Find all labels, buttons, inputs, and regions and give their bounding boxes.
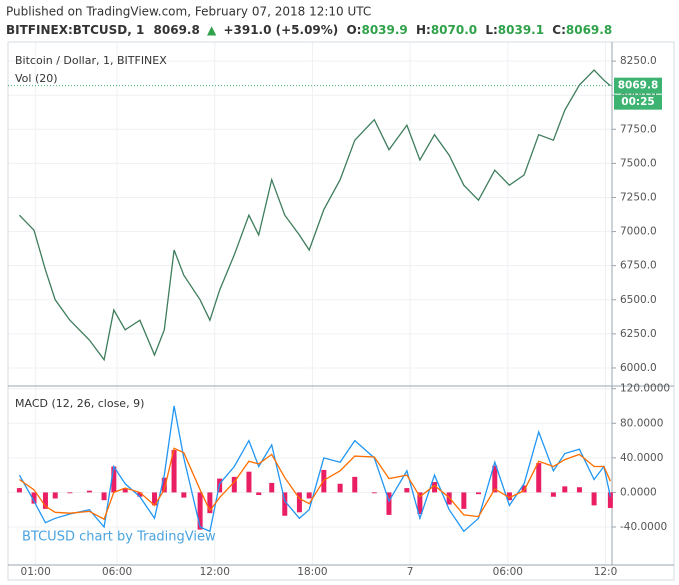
histogram-bar [506,492,512,501]
high-label: H: [416,23,431,37]
y-tick-label: 6000.0 [620,362,657,374]
plot: 01:00 06:00 12:00 18:00 7 06:00 12:0 6000.0 6250… [8,55,670,578]
histogram-bar [269,482,275,493]
countdown-box [614,94,662,110]
low-value: 8039.1 [498,23,544,37]
close-label: C: [552,23,566,37]
histogram-bar [42,492,48,509]
histogram-bar [417,492,423,515]
histogram-bar [111,466,117,493]
y-tick-label: 7500.0 [620,157,657,169]
histogram-bar [246,471,252,493]
y-tick-label: 6750.0 [620,260,657,272]
histogram-bar [352,476,358,493]
macd-title: MACD (12, 26, close, 9) [15,397,144,410]
y-tick-label: 0.0000 [620,486,657,498]
histogram-bar [371,492,377,494]
histogram-bar [576,487,582,493]
histogram-bar [306,492,312,499]
open-label: O: [346,23,361,37]
pane-title: Bitcoin / Dollar, 1, BITFINEX [15,54,167,67]
x-tick-label: 7 [407,566,414,578]
price-line [18,69,611,362]
header: Published on TradingView.com, February 0… [6,5,612,37]
high-value: 8070.0 [431,23,477,37]
y-tick-label: 6250.0 [620,328,657,340]
y-tick-label: 6500.0 [620,294,657,306]
histogram-bar [521,485,527,493]
x-tick-label: 06:00 [102,566,132,578]
histogram-bar [536,463,542,493]
macd-line [18,405,612,533]
x-tick-label: 06:00 [493,566,523,578]
ticker-line: BITFINEX:BTCUSD, 1 8069.8 ▲ +391.0 (+5.0… [6,23,612,37]
open-value: 8039.9 [361,23,407,37]
histogram-bar [197,492,203,530]
histogram-bar [181,492,187,498]
last-price-box [614,77,662,94]
histogram-bar [337,483,343,493]
histogram-bar [231,476,237,493]
frame [7,41,675,581]
y-tick-label: 7250.0 [620,191,657,203]
histogram-bar [67,492,73,494]
histogram-bar [562,486,568,493]
change: +391.0 (+5.09%) [223,23,338,37]
y-tick-label: -40.0000 [620,521,667,533]
histogram-bar [282,492,288,516]
histogram-bar [432,482,438,493]
histogram-bar [492,465,498,493]
macd-line [19,447,611,521]
histogram-bar [404,488,410,493]
y-tick-label: 120.0000 [620,383,670,395]
low-label: L: [485,23,497,37]
x-tick-label: 18:00 [297,566,327,578]
histogram-bar [476,492,482,495]
y-tick-label: 40.0000 [620,452,663,464]
close-value: 8069.8 [566,23,612,37]
watermark: BTCUSD chart by TradingView [22,530,216,545]
histogram-bar [161,477,167,493]
y-tick-label: 7000.0 [620,226,657,238]
last-price-label: 8069.8 [618,80,659,92]
histogram-bar [591,492,597,506]
symbol: BITFINEX:BTCUSD, 1 [6,23,144,37]
histogram-bar [16,488,22,493]
histogram-bar [461,492,467,509]
histogram-bar [31,492,37,504]
histogram-bar [296,492,302,513]
last-price: 8069.8 [154,23,200,37]
histogram-bar [607,492,613,508]
grid [8,42,612,565]
countdown-label: 00:25 [621,96,654,108]
histogram-bar [207,492,213,514]
histogram-bar [86,490,92,493]
histogram-bar [101,492,107,501]
histogram-bar [171,450,177,493]
x-tick-label: 12:0 [594,566,618,578]
published-note: Published on TradingView.com, February 0… [6,5,371,19]
histogram-bar [550,492,556,497]
y-tick-label: 80.0000 [620,417,663,429]
histogram-bar [256,492,262,496]
histogram-bar [152,492,158,506]
y-tick-label: 8250.0 [620,55,657,67]
histogram-bar [122,488,128,493]
x-tick-label: 01:00 [21,566,51,578]
x-tick-label: 12:00 [200,566,230,578]
volume-title: Vol (20) [15,72,58,85]
histogram-bar [386,492,392,515]
y-tick-label: 7750.0 [620,123,657,135]
histogram-bar [137,492,143,497]
change-arrow: ▲ [207,23,217,37]
histogram-bar [52,492,58,499]
